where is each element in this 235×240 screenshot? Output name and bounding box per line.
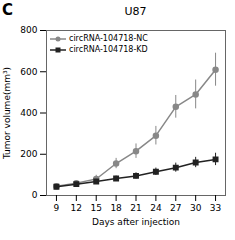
svg-text:21: 21 — [130, 203, 141, 213]
svg-text:33: 33 — [210, 203, 221, 213]
svg-text:30: 30 — [190, 203, 202, 213]
svg-text:Days after injection: Days after injection — [92, 217, 180, 227]
svg-text:27: 27 — [170, 203, 181, 213]
svg-text:15: 15 — [90, 203, 101, 213]
svg-text:800: 800 — [20, 25, 37, 35]
svg-text:Tumor volume(mm³): Tumor volume(mm³) — [2, 67, 12, 160]
html-text:U87: U87 — [124, 5, 147, 18]
svg-text:200: 200 — [20, 149, 37, 159]
svg-text:0: 0 — [32, 190, 38, 200]
svg-text:18: 18 — [110, 203, 122, 213]
html-text:C: C — [2, 1, 13, 19]
svg-text:400: 400 — [20, 108, 37, 118]
svg-text:24: 24 — [150, 203, 162, 213]
svg-text:600: 600 — [20, 67, 37, 77]
svg-text:12: 12 — [71, 203, 82, 213]
svg-text:9: 9 — [54, 203, 60, 213]
html-text:circRNA-104718-NC: circRNA-104718-NC — [69, 34, 148, 43]
html-text:circRNA-104718-KD: circRNA-104718-KD — [69, 45, 148, 54]
